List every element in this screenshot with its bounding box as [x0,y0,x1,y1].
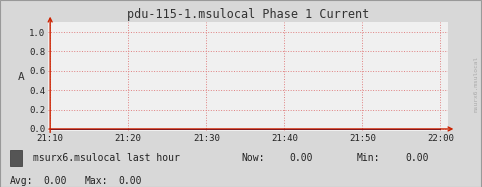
Text: Max:: Max: [84,176,108,186]
Text: Min:: Min: [357,153,380,163]
Title: pdu-115-1.msulocal Phase 1 Current: pdu-115-1.msulocal Phase 1 Current [127,8,369,21]
Text: 0.00: 0.00 [43,176,67,186]
Y-axis label: A: A [17,72,24,82]
Text: msurx6.msulocal: msurx6.msulocal [474,56,479,112]
Text: 0.00: 0.00 [405,153,428,163]
Text: Now:: Now: [241,153,265,163]
Text: 0.00: 0.00 [118,176,142,186]
Text: 0.00: 0.00 [289,153,313,163]
Text: Avg:: Avg: [10,176,33,186]
Text: msurx6.msulocal last hour: msurx6.msulocal last hour [33,153,180,163]
